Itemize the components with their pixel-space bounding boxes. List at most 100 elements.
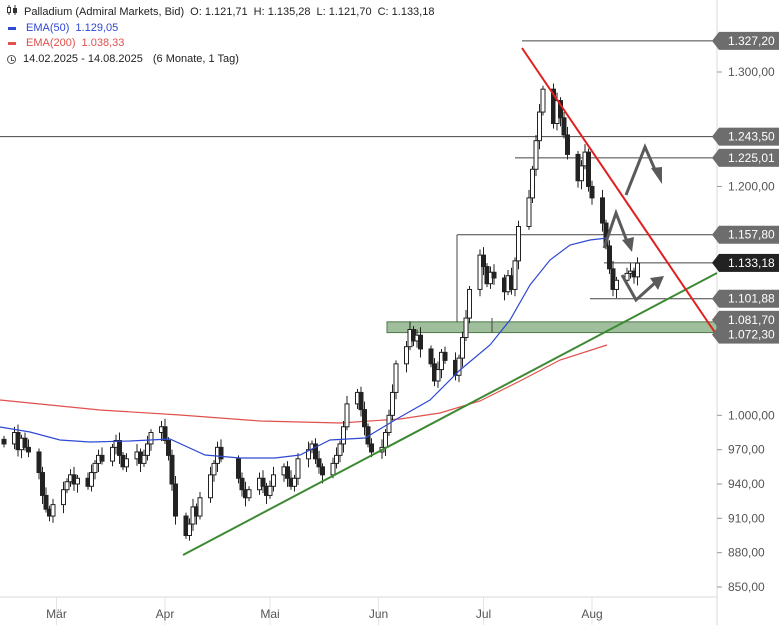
candle-body bbox=[537, 111, 542, 142]
candle-body bbox=[246, 489, 252, 499]
price-tag-label: 1.243,50 bbox=[728, 130, 775, 144]
candle-body bbox=[512, 260, 518, 290]
candle-body bbox=[22, 437, 28, 448]
downtrend-line bbox=[521, 47, 717, 335]
candle-body bbox=[75, 477, 80, 485]
price-tag-pointer bbox=[712, 310, 719, 329]
candle-body bbox=[439, 351, 444, 371]
price-tag-pointer bbox=[712, 127, 719, 146]
candle-body bbox=[467, 288, 472, 319]
candle-body bbox=[99, 454, 105, 462]
ema200-line bbox=[0, 344, 608, 424]
ema200-label: EMA(200) bbox=[26, 37, 76, 49]
candle-body bbox=[600, 197, 605, 224]
candle-body bbox=[141, 454, 147, 464]
candle-body bbox=[344, 403, 350, 428]
candle-body bbox=[197, 497, 203, 517]
candle-body bbox=[463, 317, 469, 339]
ema50-value: 1.129,05 bbox=[75, 21, 119, 34]
candle-body bbox=[267, 485, 273, 496]
price-tag-label: 1.327,20 bbox=[728, 34, 775, 48]
candle-body bbox=[208, 474, 213, 499]
ema50-swatch bbox=[8, 26, 16, 30]
candle-body bbox=[624, 272, 630, 281]
candle-body bbox=[36, 451, 42, 474]
candle-body bbox=[561, 117, 567, 136]
x-tick-label: Aug bbox=[581, 607, 602, 621]
candle-body bbox=[260, 477, 266, 487]
price-tag-label: 1.225,01 bbox=[728, 151, 775, 165]
ema50-row: EMA(50) 1.129,05 bbox=[6, 21, 434, 37]
candle-body bbox=[50, 504, 56, 517]
y-tick-label: 850,00 bbox=[728, 580, 765, 594]
candle-body bbox=[533, 140, 539, 170]
candle-body bbox=[26, 446, 31, 453]
candle-body bbox=[393, 363, 399, 393]
candle-body bbox=[173, 483, 178, 517]
x-tick-label: Mär bbox=[46, 607, 67, 621]
y-tick-label: 1.000,00 bbox=[728, 408, 775, 422]
ohlc-low: L: 1.121,70 bbox=[316, 6, 372, 18]
price-tag-label: 1.072,30 bbox=[728, 328, 775, 342]
instrument-row: Palladium (Admiral Markets, Bid) O: 1.12… bbox=[6, 5, 434, 21]
price-tag-pointer bbox=[712, 148, 719, 167]
price-tag-label: 1.101,88 bbox=[728, 292, 775, 306]
y-tick-label: 970,00 bbox=[728, 443, 765, 457]
candle-body bbox=[435, 369, 441, 382]
candle-body bbox=[306, 449, 311, 460]
price-tag-pointer bbox=[712, 289, 719, 308]
date-range: 14.02.2025 - 14.08.2025 bbox=[23, 52, 143, 65]
candle-body bbox=[166, 440, 171, 456]
candle-body bbox=[614, 279, 619, 290]
ema50-label: EMA(50) bbox=[26, 21, 70, 34]
candle-body bbox=[1, 438, 7, 445]
y-tick-label: 910,00 bbox=[728, 511, 765, 525]
ohlc-high: H: 1.135,28 bbox=[253, 6, 311, 18]
candle-body bbox=[271, 474, 276, 487]
candle-body bbox=[565, 134, 570, 155]
price-tag-pointer bbox=[712, 31, 719, 50]
candle-body bbox=[285, 466, 290, 479]
price-tag bbox=[719, 253, 779, 272]
scenario-arrow-pullback bbox=[602, 208, 630, 249]
candle-body bbox=[341, 426, 346, 445]
candle-body bbox=[169, 454, 175, 485]
candle-body bbox=[110, 446, 115, 462]
candle-body bbox=[635, 262, 640, 278]
price-tag-label: 1.081,70 bbox=[728, 313, 775, 327]
candle-body bbox=[442, 351, 448, 361]
range-note: (6 Monate, 1 Tag) bbox=[152, 52, 239, 65]
candle-body bbox=[607, 245, 612, 270]
candle-body bbox=[292, 477, 297, 487]
price-tag bbox=[719, 310, 779, 329]
ema200-value: 1.038,33 bbox=[81, 37, 125, 49]
candle-body bbox=[404, 346, 409, 365]
candle-body bbox=[320, 466, 325, 476]
y-tick-label: 1.300,00 bbox=[728, 65, 775, 79]
candle-body bbox=[610, 268, 616, 290]
candle-body bbox=[218, 446, 224, 460]
candle-body bbox=[334, 454, 339, 464]
candle-body bbox=[460, 337, 465, 359]
candle-body bbox=[89, 472, 94, 487]
range-row: 14.02.2025 - 14.08.2025 (6 Monate, 1 Tag… bbox=[6, 52, 434, 68]
uptrend-line bbox=[182, 272, 718, 556]
price-tag-pointer bbox=[712, 253, 719, 272]
candle-body bbox=[187, 523, 192, 536]
candle-body bbox=[61, 489, 66, 506]
y-tick-label: 880,00 bbox=[728, 546, 765, 560]
scenario-arrow-bullish bbox=[624, 143, 658, 196]
clock-icon bbox=[7, 54, 16, 64]
candle-body bbox=[64, 481, 70, 491]
candle-body bbox=[358, 391, 364, 411]
candle-body bbox=[313, 443, 318, 460]
candle-body bbox=[362, 409, 367, 428]
ema200-row: EMA(200) 1.038,33 bbox=[6, 36, 434, 52]
price-tag bbox=[719, 148, 779, 167]
x-tick-label: Jul bbox=[476, 607, 491, 621]
price-tag bbox=[719, 325, 779, 344]
y-tick-label: 940,00 bbox=[728, 477, 765, 491]
x-tick-label: Apr bbox=[156, 607, 175, 621]
scenario-arrow-pullback-head bbox=[622, 237, 634, 252]
price-tag-pointer bbox=[712, 325, 719, 344]
